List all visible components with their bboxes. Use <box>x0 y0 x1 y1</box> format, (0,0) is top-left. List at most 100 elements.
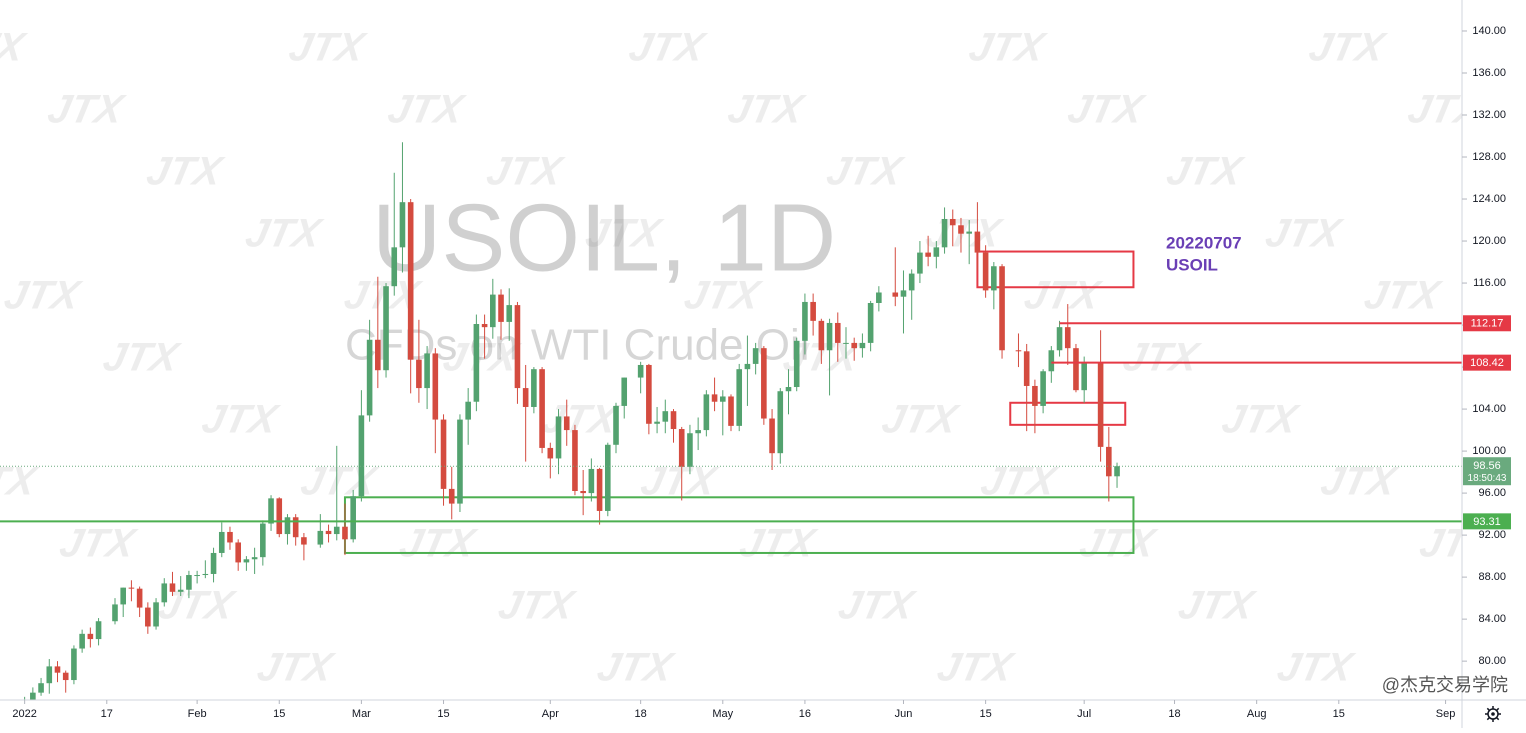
watermark: JTX <box>823 148 908 193</box>
candle-body <box>95 621 102 640</box>
note-line: USOIL <box>1166 255 1218 274</box>
candle-body <box>1023 351 1030 386</box>
watermark: JTX <box>1262 210 1347 255</box>
candle-body <box>506 305 513 322</box>
watermark: JTX <box>593 644 678 689</box>
candle-body <box>112 604 118 622</box>
candle-body <box>1064 327 1071 349</box>
candle-body <box>169 583 176 592</box>
time-axis <box>0 700 1462 728</box>
candle-body <box>325 530 332 535</box>
candle-body <box>761 348 767 419</box>
candle-body <box>145 607 151 627</box>
watermark: JTX <box>1305 24 1390 69</box>
candle-body <box>1056 327 1063 351</box>
x-tick-label: 16 <box>799 708 811 720</box>
candle-body <box>859 342 866 349</box>
x-tick-label: Feb <box>188 708 207 720</box>
candle-body <box>908 273 915 291</box>
candle-body <box>834 322 841 343</box>
watermark: JTX <box>625 24 710 69</box>
candle-body <box>925 252 931 257</box>
candle-body <box>596 468 603 511</box>
candle-body <box>186 575 192 590</box>
candle-body <box>284 517 291 535</box>
candle-body <box>333 526 340 535</box>
candle-body <box>71 648 77 681</box>
candle-body <box>769 418 775 454</box>
last-price-box <box>1463 457 1511 486</box>
candle-body <box>670 411 677 430</box>
level-price-label: 112.17 <box>1471 318 1504 330</box>
credit: @杰克交易学院 <box>1382 675 1508 695</box>
candle-body <box>202 573 209 576</box>
candle-body <box>210 552 217 574</box>
watermark: JTX <box>0 24 30 69</box>
candle-body <box>1048 350 1055 372</box>
watermark: JTX <box>1218 396 1303 441</box>
watermark: JTX <box>1119 334 1204 379</box>
candle-body <box>572 430 578 491</box>
plot <box>0 142 1462 722</box>
candle-body <box>711 394 718 402</box>
candle-body <box>424 353 430 389</box>
x-tick-label: 15 <box>979 708 991 720</box>
candle-body <box>613 405 619 445</box>
candle-body <box>777 391 784 454</box>
candle-body <box>678 429 685 467</box>
last-price-label: 98.56 <box>1473 460 1501 472</box>
candle-body <box>87 633 94 640</box>
candle-body <box>301 537 307 545</box>
watermark: JTX <box>1273 644 1358 689</box>
candle-body <box>892 292 899 297</box>
candle-body <box>30 692 36 703</box>
x-tick-label: May <box>712 708 733 720</box>
candle-body <box>999 266 1005 351</box>
candle-body <box>1097 362 1104 447</box>
candle-body <box>416 359 422 389</box>
watermark: JTX <box>933 644 1018 689</box>
candle-body <box>933 247 940 257</box>
candle-body <box>744 363 751 370</box>
candle-body <box>917 252 923 274</box>
candle-body <box>900 290 907 297</box>
countdown: 18:50:43 <box>1468 473 1507 484</box>
candle-body <box>120 587 127 605</box>
x-tick-label: 15 <box>437 708 449 720</box>
candle-body <box>292 517 299 538</box>
watermark: JTX <box>384 86 469 131</box>
y-tick-label: 136.00 <box>1472 67 1506 79</box>
candle-body <box>465 401 471 420</box>
level-price-box <box>1463 513 1511 530</box>
x-tick-label: 18 <box>1168 708 1180 720</box>
candle-body <box>646 364 652 424</box>
x-tick-label: Jun <box>895 708 913 720</box>
candle-body <box>728 396 734 426</box>
candle-body <box>46 666 53 684</box>
zone <box>1009 401 1127 426</box>
watermark: JTX <box>835 582 920 627</box>
watermark: JTX <box>495 582 580 627</box>
candle-body <box>654 421 660 424</box>
candle-body <box>128 587 135 589</box>
candle-body <box>966 231 972 234</box>
x-tick-label: 17 <box>101 708 113 720</box>
candle-body <box>547 447 554 459</box>
candle-body <box>235 542 241 563</box>
watermark: JTX <box>878 396 963 441</box>
watermark: JTX <box>198 396 283 441</box>
candle-body <box>637 364 644 378</box>
watermark: JTX <box>56 520 141 565</box>
candle-body <box>818 320 825 351</box>
candle-body <box>54 666 61 673</box>
watermark: JTX <box>0 458 42 503</box>
settings-icon[interactable] <box>1485 706 1501 722</box>
candle-body <box>227 531 233 543</box>
candle-body <box>958 225 964 234</box>
watermark: JTX <box>439 334 524 379</box>
watermark: JTX <box>483 148 568 193</box>
candle-body <box>194 575 200 577</box>
watermark: JTX <box>253 644 338 689</box>
candle-body <box>358 415 365 497</box>
